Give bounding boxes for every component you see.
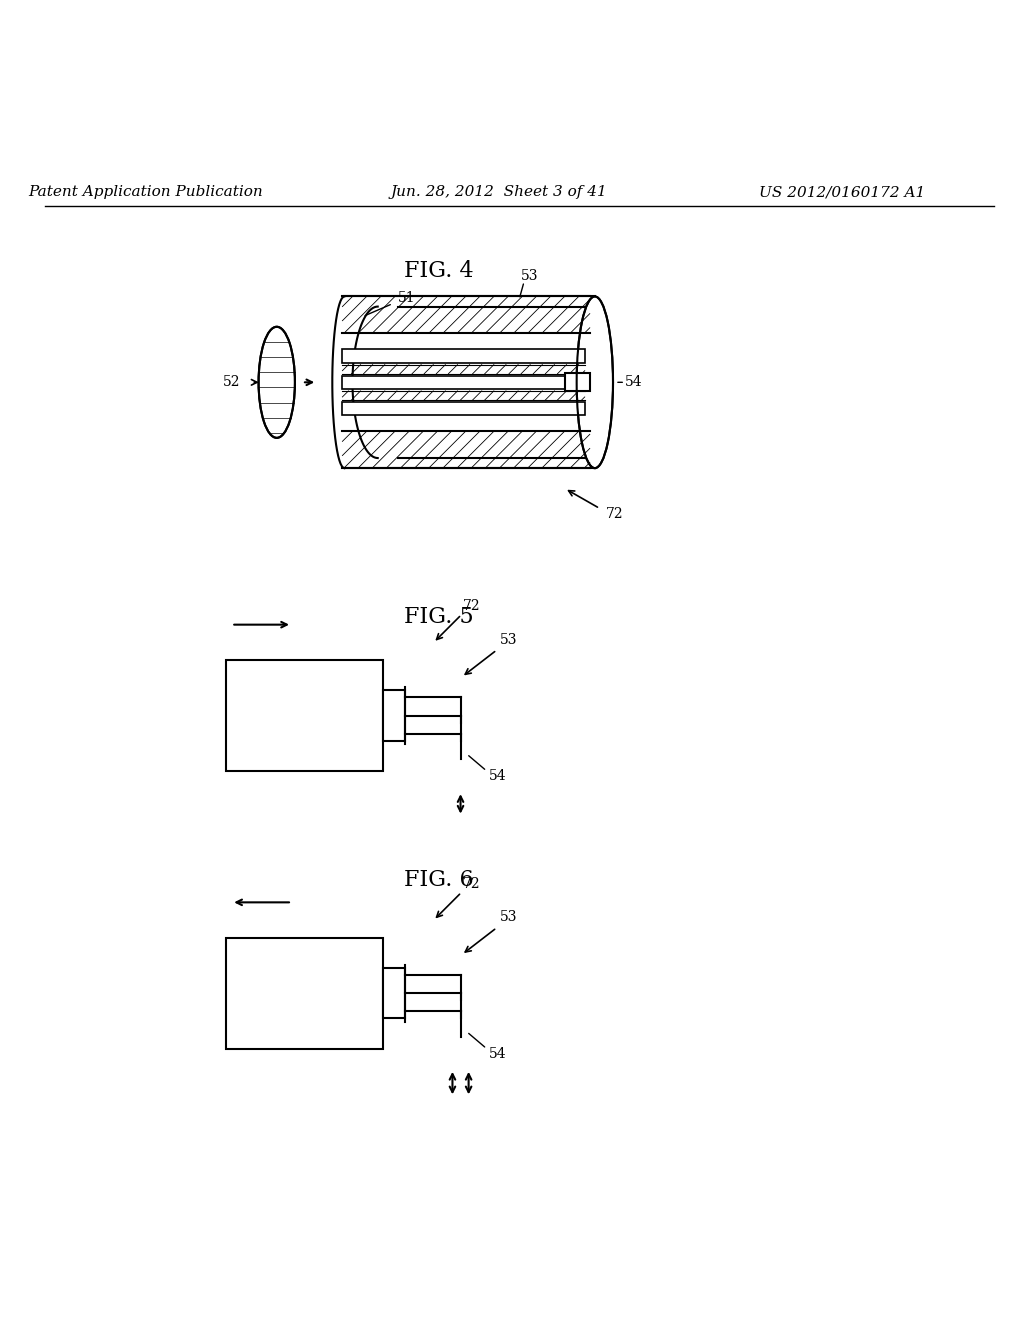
Bar [342,376,585,389]
Text: 54: 54 [625,375,643,389]
Text: 53: 53 [501,632,518,647]
Text: 51: 51 [398,292,416,305]
Bar [383,968,406,1019]
Bar [226,937,383,1049]
Text: 72: 72 [463,878,480,891]
Text: 54: 54 [488,770,507,783]
Bar [226,660,383,771]
Text: 53: 53 [501,911,518,924]
Text: 52: 52 [222,375,240,389]
Bar [383,690,406,741]
Bar [342,403,585,414]
Text: FIG. 4: FIG. 4 [403,260,473,282]
Text: US 2012/0160172 A1: US 2012/0160172 A1 [759,186,926,199]
Bar [342,350,585,363]
Bar [564,374,590,392]
Text: 53: 53 [520,269,538,284]
Text: 72: 72 [606,507,624,520]
Text: Patent Application Publication: Patent Application Publication [28,186,263,199]
Ellipse shape [577,297,613,469]
Text: Jun. 28, 2012  Sheet 3 of 41: Jun. 28, 2012 Sheet 3 of 41 [390,186,607,199]
Text: FIG. 6: FIG. 6 [403,869,473,891]
Text: 54: 54 [488,1047,507,1061]
Text: 72: 72 [463,599,480,614]
Text: FIG. 5: FIG. 5 [403,606,473,627]
Ellipse shape [259,327,295,438]
